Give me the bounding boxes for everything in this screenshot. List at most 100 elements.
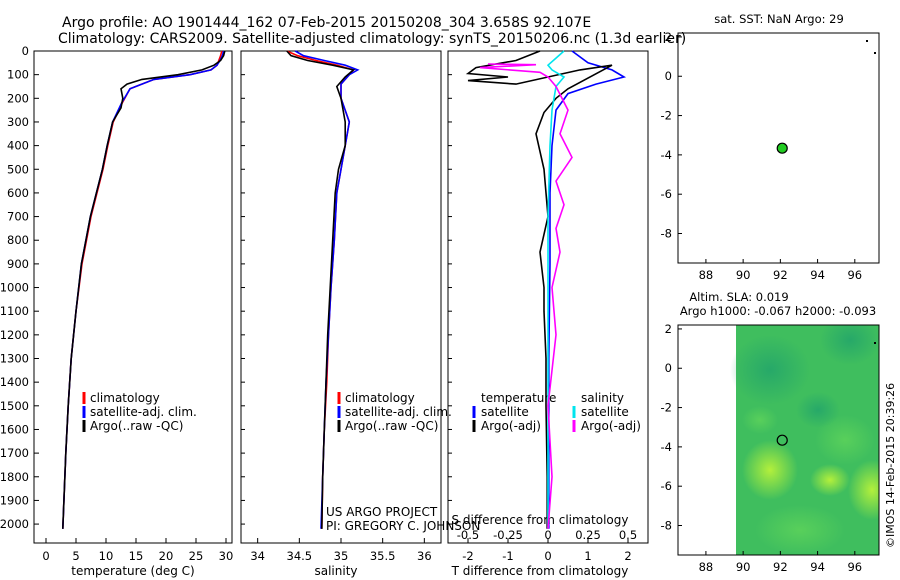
depth-tick-label: 700 <box>7 210 29 224</box>
x-tick-label: 35 <box>334 549 349 563</box>
depth-tick-label: 1800 <box>0 470 29 484</box>
x-top-tick-label: -0.5 <box>457 528 479 542</box>
float-position-marker <box>776 142 788 154</box>
map-x-tick-label: 90 <box>736 268 751 282</box>
series-line-temperature-argo-adj <box>465 50 613 529</box>
x-tick-label: 36 <box>417 549 432 563</box>
map-x-tick-label: 88 <box>699 560 714 574</box>
series-line-climatology <box>62 50 223 529</box>
x-tick-label: 20 <box>159 549 174 563</box>
sst-map-axes <box>677 32 880 264</box>
figure-title-line-2: Climatology: CARS2009. Satellite-adjuste… <box>58 31 686 47</box>
series-line-argo-raw-qc <box>286 50 356 529</box>
x-tick-label: 1 <box>584 549 591 563</box>
map-x-tick-label: 94 <box>810 268 825 282</box>
depth-tick-label: 200 <box>7 91 29 105</box>
depth-tick-label: 1600 <box>0 422 29 436</box>
depth-tick-label: 600 <box>7 186 29 200</box>
x-top-tick-label: 0 <box>544 528 551 542</box>
map-y-tick-label: 0 <box>665 69 672 83</box>
legend-label-satellite: satellite-adj. clim. <box>345 405 452 419</box>
legend-label-climatology: climatology <box>90 391 160 405</box>
map-y-tick-label: 2 <box>665 322 672 336</box>
chart-marks: 0100200300400500600700800900100011001200… <box>0 30 876 574</box>
depth-tick-label: 1200 <box>0 328 29 342</box>
sla-map-title: Altim. SLA: 0.019 <box>689 290 788 304</box>
depth-tick-label: 800 <box>7 233 29 247</box>
series-line-temperature-satellite <box>547 50 627 529</box>
timestamp-stamp: ©IMOS 14-Feb-2015 20:39:26 <box>884 383 897 548</box>
depth-tick-label: 400 <box>7 139 29 153</box>
legend-label-temperature-argo: Argo(-adj) <box>481 419 541 433</box>
credit-line-1: US ARGO PROJECT <box>326 505 438 519</box>
map-y-tick-label: -2 <box>661 109 672 123</box>
series-line-salinity-satellite <box>546 50 566 529</box>
land-speck <box>874 52 876 54</box>
depth-tick-label: 1100 <box>0 304 29 318</box>
temperature-xlabel: temperature (deg C) <box>71 564 194 578</box>
map-x-tick-label: 90 <box>736 560 751 574</box>
depth-tick-label: 1500 <box>0 399 29 413</box>
x-tick-label: 30 <box>219 549 234 563</box>
x-tick-label: -2 <box>462 549 473 563</box>
map-y-tick-label: -8 <box>661 519 672 533</box>
map-x-tick-label: 92 <box>773 560 788 574</box>
map-x-tick-label: 96 <box>847 560 862 574</box>
legend-label-salinity-satellite: satellite <box>581 405 629 419</box>
difference-legend: temperature salinity satellite Argo(-adj… <box>472 391 641 433</box>
map-x-tick-label: 96 <box>847 268 862 282</box>
x-tick-label: 0 <box>544 549 551 563</box>
legend-label-temperature-satellite: satellite <box>481 405 529 419</box>
depth-tick-label: 100 <box>7 68 29 82</box>
depth-tick-label: 0 <box>22 44 29 58</box>
x-top-tick-label: -0.25 <box>493 528 523 542</box>
map-x-tick-label: 94 <box>810 560 825 574</box>
difference-xlabel: T difference from climatology <box>451 564 629 578</box>
legend-label-satellite: satellite-adj. clim. <box>90 405 197 419</box>
sla-map-axes <box>677 324 880 556</box>
map-y-tick-label: -6 <box>661 187 672 201</box>
x-tick-label: -1 <box>502 549 513 563</box>
series-line-climatology <box>286 50 355 529</box>
legend-header-temperature: temperature <box>481 391 556 405</box>
temperature-legend: climatology satellite-adj. clim. Argo(..… <box>82 391 197 433</box>
salinity-legend: climatology satellite-adj. clim. Argo(..… <box>337 391 452 433</box>
sla-heatmap-field <box>730 325 879 555</box>
x-tick-label: 15 <box>129 549 144 563</box>
depth-tick-label: 900 <box>7 257 29 271</box>
depth-tick-label: 1900 <box>0 493 29 507</box>
x-tick-label: 34.5 <box>287 549 313 563</box>
series-line-salinity-argo-adj <box>479 63 573 529</box>
depth-tick-label: 500 <box>7 162 29 176</box>
legend-header-salinity: salinity <box>581 391 624 405</box>
credit-line-2: PI: GREGORY C. JOHNSON <box>326 519 480 533</box>
land-speck <box>866 40 868 42</box>
legend-label-argo: Argo(..raw -QC) <box>90 419 183 433</box>
salinity-xlabel: salinity <box>314 564 357 578</box>
float-position-marker <box>776 434 788 446</box>
legend-label-argo: Argo(..raw -QC) <box>345 419 438 433</box>
map-y-tick-label: -6 <box>661 479 672 493</box>
map-y-tick-label: 0 <box>665 361 672 375</box>
map-y-tick-label: -4 <box>661 440 672 454</box>
x-tick-label: 34 <box>250 549 265 563</box>
land-speck <box>874 342 876 344</box>
series-line-argo-raw-qc <box>62 50 226 529</box>
map-y-tick-label: -4 <box>661 148 672 162</box>
map-x-tick-label: 88 <box>699 268 714 282</box>
x-tick-label: 5 <box>72 549 79 563</box>
depth-tick-label: 1700 <box>0 446 29 460</box>
x-tick-label: 2 <box>624 549 631 563</box>
temperature-axes <box>33 50 233 544</box>
x-tick-label: 25 <box>189 549 204 563</box>
sst-map-title: sat. SST: NaN Argo: 29 <box>714 12 844 26</box>
x-tick-label: 10 <box>99 549 114 563</box>
series-line-satellite-adj-clim <box>294 50 360 529</box>
legend-label-climatology: climatology <box>345 391 415 405</box>
x-top-tick-label: 0.25 <box>575 528 601 542</box>
depth-tick-label: 1400 <box>0 375 29 389</box>
legend-label-salinity-argo: Argo(-adj) <box>581 419 641 433</box>
depth-tick-label: 1000 <box>0 281 29 295</box>
x-tick-label: 35.5 <box>370 549 396 563</box>
